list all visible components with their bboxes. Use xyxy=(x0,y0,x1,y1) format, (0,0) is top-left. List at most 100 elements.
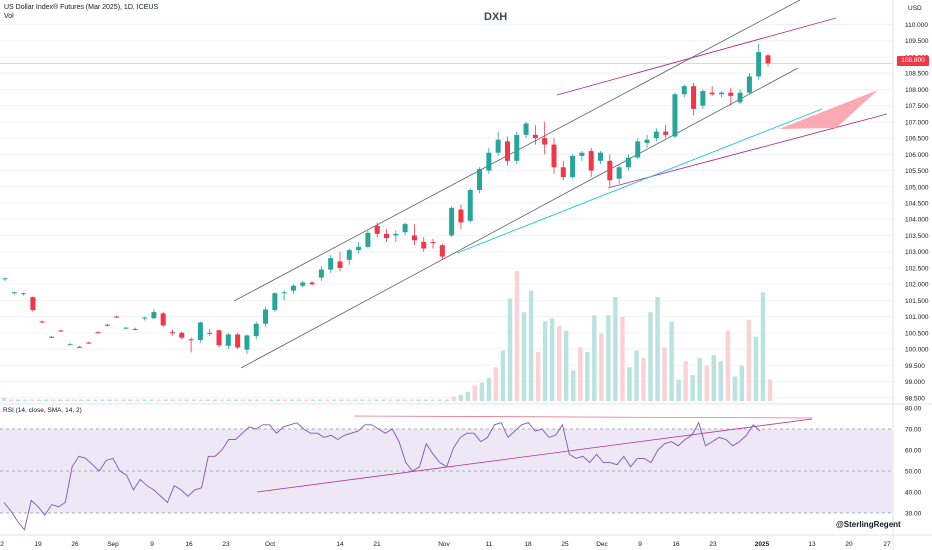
price-tick-label: 101.500 xyxy=(905,298,929,305)
time-tick-label: 13 xyxy=(808,541,816,548)
resistance-line xyxy=(556,17,837,96)
currency-label[interactable]: USD xyxy=(908,5,922,12)
candle-body xyxy=(179,332,185,338)
volume-bar xyxy=(437,399,442,401)
volume-bar xyxy=(634,350,639,401)
candle-body xyxy=(402,224,408,233)
volume-bar xyxy=(690,374,695,401)
volume-bar xyxy=(578,347,583,401)
candle-body xyxy=(477,168,483,191)
volume-bar xyxy=(592,315,597,401)
volume-bar xyxy=(1,397,7,401)
volume-bar xyxy=(402,399,407,401)
volume-bar xyxy=(514,270,520,401)
volume-bar xyxy=(556,326,562,401)
candle-body xyxy=(207,332,213,334)
volume-bar xyxy=(732,376,738,401)
volume-bar xyxy=(163,399,168,401)
time-tick-label: Oct xyxy=(265,541,275,548)
rsi-background xyxy=(0,428,893,514)
volume-bar xyxy=(142,399,147,401)
candle-body xyxy=(114,316,120,318)
candle-body xyxy=(765,55,771,64)
volume-bar xyxy=(669,321,674,401)
volume-bar xyxy=(191,399,196,401)
price-tick-label: 102.500 xyxy=(905,265,929,272)
volume-bar xyxy=(465,391,471,401)
time-tick-label: 11 xyxy=(486,541,493,548)
time-tick-label: 25 xyxy=(561,541,569,548)
volume-bar xyxy=(325,399,330,401)
candle-body xyxy=(309,282,315,285)
time-tick-label: Nov xyxy=(438,541,450,548)
volume-bar xyxy=(444,399,449,401)
candle-body xyxy=(30,297,36,311)
volume-bar xyxy=(184,399,189,401)
volume-bar xyxy=(318,399,323,401)
rsi-tick-label: 40.00 xyxy=(905,490,922,497)
volume-bar xyxy=(521,312,527,401)
price-tick-label: 103.500 xyxy=(905,233,929,240)
trend-drawings[interactable] xyxy=(233,0,888,493)
volume-bar xyxy=(114,399,119,401)
volume-bar xyxy=(100,399,105,401)
candle-body xyxy=(300,282,306,286)
candle-body xyxy=(607,160,613,181)
volume-bar xyxy=(655,296,660,401)
volume-bar xyxy=(149,399,154,401)
candle-body xyxy=(86,342,92,344)
price-tick-label: 104.000 xyxy=(905,217,929,224)
candle-body xyxy=(486,152,492,171)
candle-body xyxy=(439,245,445,257)
candle-body xyxy=(560,167,566,178)
author-watermark: @SterlingRegent xyxy=(836,520,901,529)
candle-body xyxy=(588,151,594,171)
volume-label: Vol xyxy=(4,13,14,20)
time-tick-label: 2 xyxy=(0,541,4,548)
candle-body xyxy=(95,332,101,334)
candle-body xyxy=(328,258,334,270)
volume-bar xyxy=(177,399,182,401)
volume-bar xyxy=(367,399,372,401)
rsi-indicator-label[interactable]: RSI (14, close, SMA, 14, 2) xyxy=(3,407,82,414)
candle-body xyxy=(49,336,55,338)
price-tick-label: 107.000 xyxy=(905,119,929,126)
volume-bar xyxy=(170,399,175,401)
volume-bar xyxy=(725,330,731,401)
candle-body xyxy=(551,144,557,168)
volume-bar xyxy=(22,399,28,401)
volume-bar xyxy=(381,399,386,401)
candle-body xyxy=(39,321,45,323)
time-tick-label: 27 xyxy=(883,541,891,548)
rsi-support-line xyxy=(256,418,813,493)
rsi-series xyxy=(3,421,761,531)
volume-bar xyxy=(388,399,393,401)
last-price-badge: 108.800 xyxy=(897,56,929,66)
volume-bar xyxy=(599,333,604,401)
candle-body xyxy=(514,134,520,161)
price-tick-label: 109.500 xyxy=(905,38,929,45)
price-tick-label: 106.000 xyxy=(905,152,929,159)
candle-body xyxy=(253,323,259,337)
volume-bar xyxy=(620,316,625,401)
candle-body xyxy=(169,332,175,334)
candle-body xyxy=(681,86,687,95)
volume-bar xyxy=(500,350,506,401)
time-tick-label: 26 xyxy=(71,541,79,548)
candle-body xyxy=(188,339,194,341)
candle-body xyxy=(672,94,678,137)
candle-body xyxy=(728,92,734,96)
volume-bar xyxy=(15,399,21,401)
candle-body xyxy=(197,322,203,340)
candle-body xyxy=(653,131,659,139)
volume-bar xyxy=(198,399,203,401)
candle-body xyxy=(504,141,510,161)
rsi-tick-label: 50.00 xyxy=(905,469,922,476)
volume-bar xyxy=(254,399,260,401)
candle-body xyxy=(244,335,250,350)
candle-body xyxy=(225,334,231,346)
rsi-tick-label: 60.00 xyxy=(905,448,922,455)
volume-bar xyxy=(746,319,752,401)
price-tick-label: 101.000 xyxy=(905,314,929,321)
